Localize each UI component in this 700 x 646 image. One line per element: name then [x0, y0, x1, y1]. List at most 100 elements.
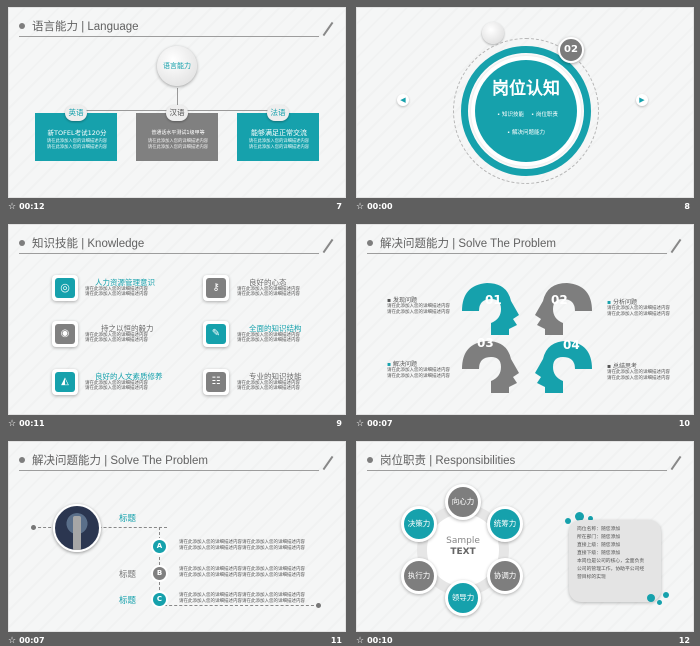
title-underline: [19, 470, 319, 471]
card-line: 公司的管理工作，协助平公司经: [577, 567, 645, 572]
connector-line: [159, 605, 319, 606]
language-box-french: 法语 能够满足正常交流 请在此添加入您的详细描述内容 请在此添加入您的详细描述内…: [237, 105, 319, 161]
decor-dot: [657, 600, 662, 605]
title-underline: [367, 253, 667, 254]
center-text-2: TEXT: [450, 547, 476, 557]
section-item: • 解决问题能力: [507, 130, 546, 136]
row-text: 请在此添加入您的详细描述内容请在此添加入您的详细描述内容: [179, 546, 305, 551]
slide-thumbnail-10[interactable]: 解决问题能力 | Solve The Problem 01 02 03 04 ▪…: [356, 224, 694, 429]
skill-desc: 请在此添加入您的详细描述内容: [85, 287, 148, 292]
card-line: 直接上级：随您添加: [577, 543, 621, 548]
card-lines: 岗位名称：随您添加 所在部门：随您添加 直接上级：随您添加 直接下级：随您添加 …: [577, 526, 644, 582]
decor-dot: [565, 518, 571, 524]
head-02-shape: [535, 283, 592, 335]
box-heading: 能够满足正常交流: [251, 129, 307, 137]
box-label: 法语: [267, 105, 289, 121]
language-box-english: 英语 新TOFEL考试120分 请在此添加入您的详细描述内容 请在此添加入您的详…: [35, 105, 117, 161]
slide-canvas: 解决问题能力 | Solve The Problem 标题 A 请在此添加入您的…: [8, 441, 346, 632]
step-label-01: ▪ 发现问题 请在此添加入您的详细描述内容 请在此添加入您的详细描述内容: [387, 297, 450, 315]
title-underline: [19, 36, 319, 37]
title-underline: [367, 470, 667, 471]
slide-thumbnail-12[interactable]: 岗位职责 | Responsibilities Sample TEXT 向心力 …: [356, 441, 694, 646]
section-item-label: 知识技能: [502, 112, 525, 118]
petal-execution: 执行力: [401, 558, 437, 594]
skill-desc: 请在此添加入您的详细描述内容: [237, 333, 300, 338]
slide-thumbnail-9[interactable]: 知识技能 | Knowledge ◎ 人力资源管理意识 请在此添加入您的详细描述…: [8, 224, 346, 429]
skill-label: 人力资源管理意识: [95, 278, 155, 287]
step-label-04: ▪ 总结思考 请在此添加入您的详细描述内容 请在此添加入您的详细描述内容: [607, 363, 670, 381]
timing-value: 00:07: [19, 636, 45, 645]
petal-coordination: 协调力: [487, 558, 523, 594]
box-desc: 请在此添加入您的详细描述内容: [147, 145, 209, 150]
info-card: 岗位名称：随您添加 所在部门：随您添加 直接上级：随您添加 直接下级：随您添加 …: [569, 520, 661, 602]
card-line: 直接下级：随您添加: [577, 551, 621, 556]
card-line: 营目标的实现: [577, 575, 606, 580]
slide-title: 解决问题能力 | Solve The Problem: [19, 452, 208, 468]
skill-desc: 请在此添加入您的详细描述内容: [85, 386, 148, 391]
pencil-icon: [322, 455, 334, 471]
profile-photo: [53, 504, 101, 552]
slide-number: 8: [684, 202, 690, 211]
slide-thumbnail-7[interactable]: 语言能力 | Language 语言能力 英语 新TOFEL考试120分 请在此…: [8, 7, 346, 212]
slide-title: 知识技能 | Knowledge: [19, 235, 144, 251]
row-text: 请在此添加入您的详细描述内容请在此添加入您的详细描述内容: [179, 567, 305, 572]
slide-footer: ☆ 00:07 11: [8, 634, 346, 646]
step-title: 分析问题: [613, 299, 638, 306]
row-text: 请在此添加入您的详细描述内容请在此添加入您的详细描述内容: [179, 593, 305, 598]
language-box-chinese: 汉语 普通话水平测试1级甲等 请在此添加入您的详细描述内容 请在此添加入您的详细…: [136, 105, 218, 161]
pencil-icon: [322, 21, 334, 37]
decor-bubble: [482, 22, 504, 44]
chevron-left-icon: ◀: [397, 94, 409, 106]
decor-dot: [663, 592, 669, 598]
title-disc: 岗位认知 • 知识技能 • 岗位职责 • 解决问题能力: [475, 60, 577, 162]
pencil-icon: [322, 238, 334, 254]
step-number: 01: [485, 293, 502, 307]
slide-canvas: 岗位认知 • 知识技能 • 岗位职责 • 解决问题能力 02 ◀ ▶: [356, 7, 694, 198]
step-desc: 请在此添加入您的详细描述内容: [387, 368, 450, 373]
row-badge: A: [153, 540, 166, 553]
step-desc: 请在此添加入您的详细描述内容: [607, 306, 670, 311]
photo-detail: [73, 516, 81, 550]
slide-footer: ☆ 00:11 9: [8, 417, 346, 431]
pencil-icon: [670, 455, 682, 471]
slide-number: 10: [678, 419, 690, 428]
slide-title: 语言能力 | Language: [19, 18, 139, 34]
megaphone-icon: ◭: [55, 372, 75, 392]
section-item-label: 解决问题能力: [512, 130, 546, 136]
connector-dot: [316, 603, 321, 608]
skill-desc: 请在此添加入您的详细描述内容: [85, 338, 148, 343]
slide-thumbnail-8[interactable]: 岗位认知 • 知识技能 • 岗位职责 • 解决问题能力 02 ◀ ▶ ☆ 00:0…: [356, 7, 694, 212]
slide-canvas: 知识技能 | Knowledge ◎ 人力资源管理意识 请在此添加入您的详细描述…: [8, 224, 346, 415]
row-label: 标题: [119, 514, 137, 524]
slide-canvas: 解决问题能力 | Solve The Problem 01 02 03 04 ▪…: [356, 224, 694, 415]
step-title: 发现问题: [392, 297, 417, 304]
timing-value: 00:00: [367, 202, 393, 211]
chevron-right-icon: ▶: [636, 94, 648, 106]
petal-planning: 统筹力: [487, 506, 523, 542]
timing: ☆ 00:07: [356, 417, 393, 431]
slide-thumbnail-11[interactable]: 解决问题能力 | Solve The Problem 标题 A 请在此添加入您的…: [8, 441, 346, 646]
slide-title: 岗位职责 | Responsibilities: [367, 452, 515, 468]
title-underline: [19, 253, 319, 254]
step-title: 总结思考: [612, 363, 637, 370]
skill-desc: 请在此添加入您的详细描述内容: [237, 386, 300, 391]
box-desc: 请在此添加入您的详细描述内容: [248, 145, 310, 150]
root-node: 语言能力: [157, 46, 197, 86]
card-line: 本岗位是公司的核心，全面负责: [577, 559, 645, 564]
section-item: • 知识技能: [497, 112, 525, 118]
bulb-icon: ◎: [55, 278, 75, 298]
slide-title: 解决问题能力 | Solve The Problem: [367, 235, 556, 251]
timing: ☆ 00:07: [8, 634, 45, 646]
timing-value: 00:07: [367, 419, 393, 428]
head-01-shape: [462, 283, 519, 335]
card-line: 所在部门：随您添加: [577, 535, 621, 540]
transition-star-icon: ☆: [8, 636, 17, 646]
step-label-03: ▪ 解决问题 请在此添加入您的详细描述内容 请在此添加入您的详细描述内容: [387, 361, 450, 379]
box-heading: 新TOFEL考试120分: [47, 129, 107, 137]
box-desc: 请在此添加入您的详细描述内容: [46, 145, 108, 150]
slide-number: 7: [336, 202, 342, 211]
skill-label: 全面的知识结构: [249, 324, 302, 333]
timing-value: 00:10: [367, 636, 393, 645]
row-text: 请在此添加入您的详细描述内容请在此添加入您的详细描述内容: [179, 540, 305, 545]
step-desc: 请在此添加入您的详细描述内容: [607, 370, 670, 375]
